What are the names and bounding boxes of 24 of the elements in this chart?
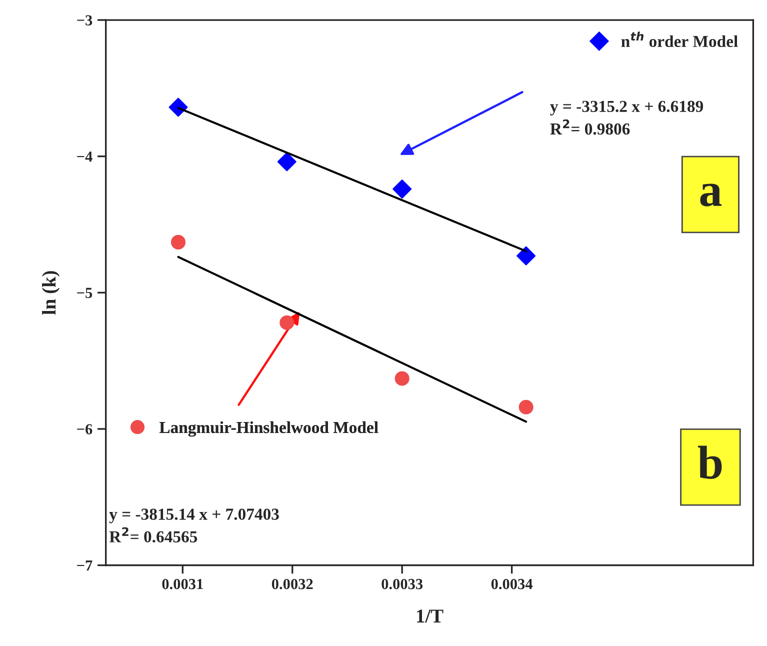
y-tick-label: −7 bbox=[77, 560, 92, 571]
y-tick-label: −6 bbox=[77, 424, 92, 434]
y-tick-label: −3 bbox=[77, 15, 92, 26]
x-tick-label: 0.0034 bbox=[491, 578, 533, 590]
annotation: a bbox=[700, 184, 722, 206]
x-tick-label: 0.0033 bbox=[382, 578, 423, 590]
y-tick-label: −4 bbox=[77, 152, 92, 162]
point bbox=[392, 180, 412, 199]
point bbox=[280, 315, 294, 330]
annotation: y = -3815.14 x + 7.07403 R$^{2}$= 0.64565 bbox=[109, 508, 279, 543]
point bbox=[518, 400, 534, 414]
point bbox=[394, 371, 410, 386]
point bbox=[516, 246, 536, 266]
annotation: y = -3315.2 x + 6.6189 R$^{2}$= 0.9806 bbox=[550, 100, 704, 135]
y-tick-label: −5 bbox=[77, 288, 92, 298]
point bbox=[277, 152, 296, 172]
annotation: b bbox=[698, 446, 722, 479]
y-axis-title: ln (k) bbox=[42, 271, 60, 315]
x-axis-title: 1/T bbox=[417, 610, 444, 623]
legend-label: Langmuir-Hinshelwood Model bbox=[159, 421, 378, 437]
legend-label: n$^{th}$ order Model bbox=[621, 32, 738, 48]
x-tick-label: 0.0031 bbox=[162, 578, 203, 590]
x-tick-label: 0.0032 bbox=[272, 578, 313, 590]
point bbox=[170, 234, 186, 250]
